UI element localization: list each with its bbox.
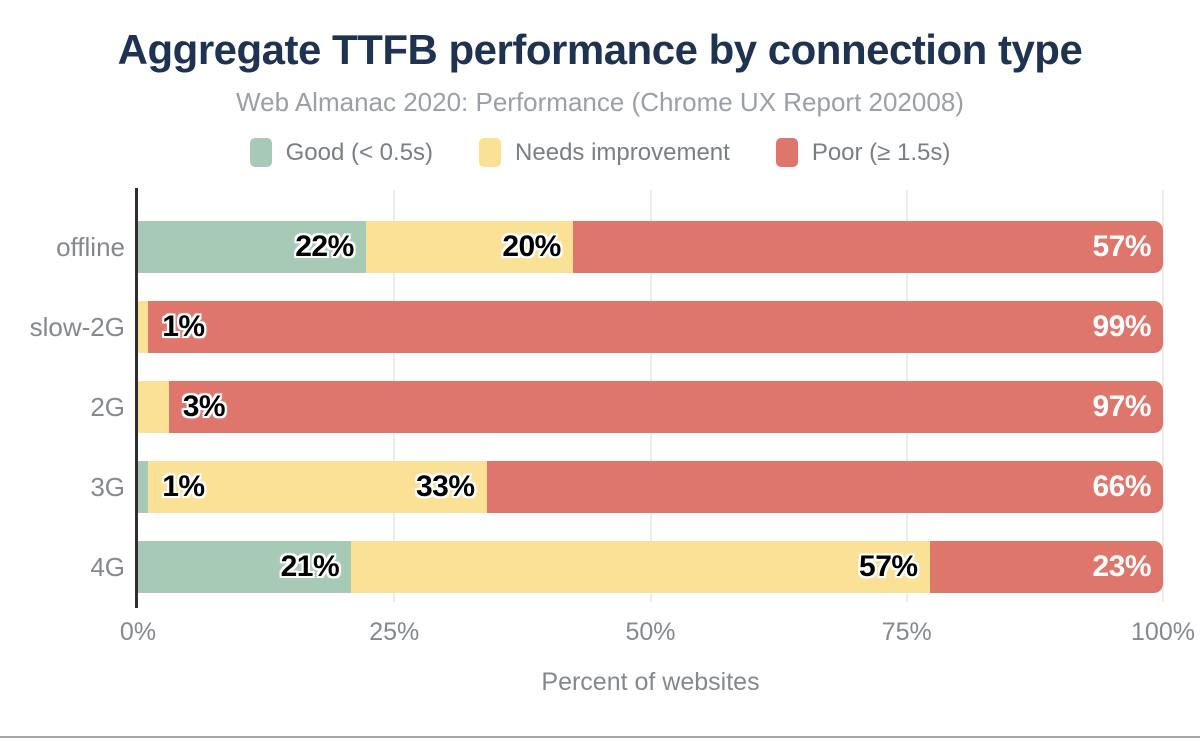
bar-track: 22% 20% 57% [138,221,1164,273]
bar-value-label: 23% [1092,550,1152,583]
bar-value-label: 33% [415,470,475,503]
grid-line [1162,190,1164,602]
bar-segment-needs-improvement: 33% [148,461,487,513]
bar-value-label: 21% [280,550,340,583]
y-axis-line [135,188,138,608]
bar-segment-poor: 23% [929,541,1164,593]
x-tick-label: 0% [119,618,157,646]
bar-segment-poor: 97% [168,381,1163,433]
legend-label: Poor (≥ 1.5s) [811,138,951,166]
y-axis-label: 2G [90,392,125,422]
legend-swatch-needs_improvement [479,138,502,167]
bar-segment-good: 21% [138,541,352,593]
bar-segment-needs-improvement: 1% [138,301,205,353]
legend: Good (< 0.5s) Needs improvement Poor (≥ 1.… [0,138,1200,167]
bar-segment-good: 22% [138,221,366,273]
legend-item: Needs improvement [479,138,730,167]
bar-segment-needs-improvement: 20% [365,221,573,273]
bar-value-label: 20% [502,230,561,263]
bar-value-label: 66% [1092,470,1151,503]
bar-value-label: 3% [182,390,226,423]
bar-value-label: 57% [1092,230,1152,263]
bar-segment-needs-improvement: 57% [351,541,930,593]
y-axis-label: offline [56,232,125,262]
y-axis-label: 3G [90,472,125,502]
bar-segment-poor: 66% [486,461,1163,513]
x-tick-label: 25% [369,618,420,646]
bar-track: 1% 33% 66% [138,461,1163,513]
y-axis-label: slow-2G [29,312,125,342]
bar-value-label: 97% [1092,390,1151,423]
y-axis-label: 4G [90,552,125,582]
footer-rule [0,736,1200,738]
x-axis-title: Percent of websites [541,668,760,696]
legend-label: Good (< 0.5s) [285,138,434,166]
bar-segment-good: 1% [138,461,205,513]
bar-track: 3% 97% [138,381,1163,433]
bar-track: 21% 57% 23% [138,541,1164,593]
bar-value-label: 1% [162,470,205,503]
x-tick-label: 75% [881,618,932,646]
bar-value-label: 22% [295,230,354,263]
legend-item: Poor (≥ 1.5s) [775,138,951,167]
legend-item: Good (< 0.5s) [249,138,434,167]
bar-value-label: 57% [859,550,918,583]
x-tick-label: 100% [1131,618,1195,646]
bar-value-label: 99% [1092,310,1151,343]
chart-title: Aggregate TTFB performance by connection… [117,26,1083,73]
x-tick-label: 50% [625,618,676,646]
legend-swatch-good [249,138,272,167]
plot-area: offline 22% 20% 57% slow-2G 1% 99% 2G 3% 97% 3G 1% 3… [0,188,1200,646]
bar-segment-poor: 57% [572,221,1164,273]
legend-swatch-poor [775,138,798,167]
bar-segment-needs-improvement: 3% [138,381,226,433]
legend-label: Needs improvement [515,138,730,166]
bar-track: 1% 99% [138,301,1163,353]
bar-segment-poor: 99% [148,301,1163,353]
chart-subtitle: Web Almanac 2020: Performance (Chrome UX… [236,87,964,117]
bar-value-label: 1% [162,310,205,343]
